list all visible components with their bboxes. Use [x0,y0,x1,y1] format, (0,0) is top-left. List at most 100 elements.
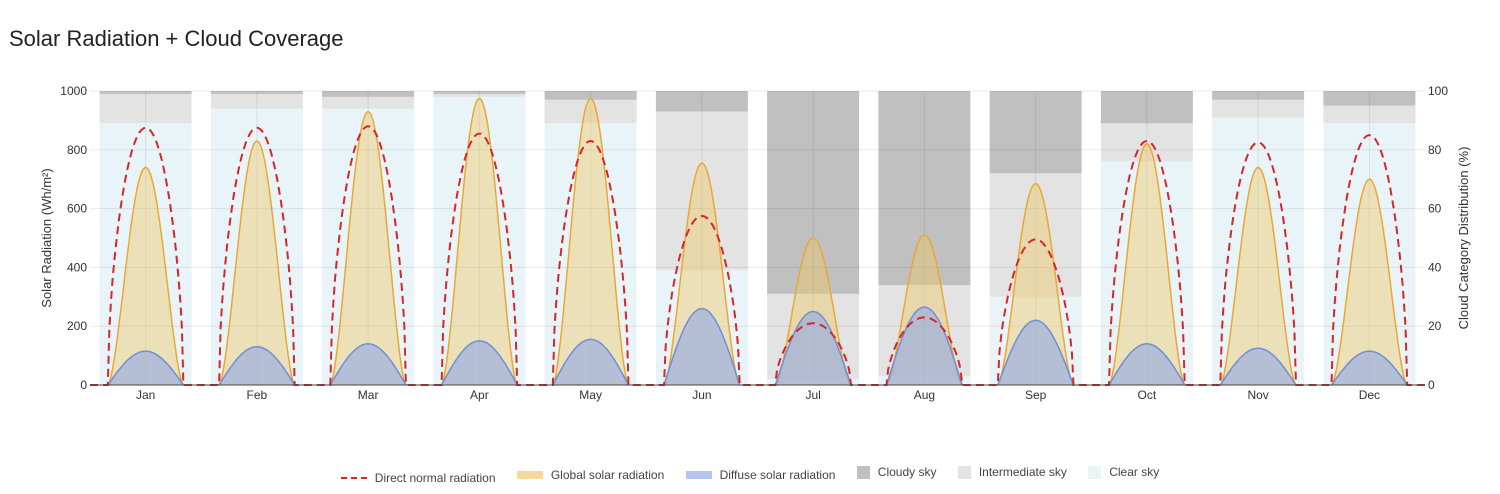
diffuse-radiation-area [552,339,629,385]
diffuse-radiation-line [552,338,630,386]
square-swatch-icon [957,465,971,479]
global-radiation-line [329,110,407,386]
y2-tick-label: 0 [1428,378,1435,392]
global-radiation-area [330,111,406,385]
global-radiation-line [1219,166,1297,386]
cloud-bar-intermediate-sky [1212,99,1305,118]
legend-item-cloudy[interactable]: Cloudy sky [856,465,937,479]
cloud-bar-cloudy-sky [1212,91,1305,100]
y-axis-title: Solar Radiation (Wh/m²) [39,168,54,307]
diffuse-radiation-line [1219,347,1297,386]
square-swatch-icon [1088,465,1102,479]
y-tick-label: 200 [67,319,87,333]
cloud-bar-intermediate-sky [989,173,1082,297]
cloud-bar-cloudy-sky [433,91,526,94]
cloud-bar-intermediate-sky [1100,123,1193,162]
chart-title: Solar Radiation + Cloud Coverage [9,26,344,51]
global-radiation-line [440,97,518,386]
legend-item-direct-normal[interactable]: Direct normal radiation [340,470,496,485]
diffuse-radiation-area [107,351,184,385]
legend: Direct normal radiation Global solar rad… [0,465,1500,485]
global-radiation-area [1220,167,1296,385]
cloud-bar-cloudy-sky [99,91,192,94]
x-tick-label: Aug [914,388,935,402]
y2-tick-label: 60 [1428,202,1442,216]
diffuse-radiation-line [1330,350,1408,386]
global-radiation-area [1331,179,1408,385]
y-tick-label: 800 [67,143,87,157]
cloud-bar-intermediate-sky [322,96,415,109]
x-tick-label: Jul [805,388,820,402]
cloud-bar-intermediate-sky [544,99,637,124]
diffuse-radiation-line [997,319,1075,386]
legend-label: Cloudy sky [877,465,937,479]
global-radiation-line [885,234,963,386]
x-tick-label: Jun [692,388,711,402]
legend-item-clear[interactable]: Clear sky [1088,465,1159,479]
global-radiation-line [218,140,296,386]
area-swatch-icon [516,470,543,479]
x-tick-label: Sep [1025,388,1047,402]
x-tick-label: May [579,388,602,402]
legend-label: Direct normal radiation [374,470,496,485]
global-radiation-line [107,166,185,386]
cloud-bar-cloudy-sky [655,91,748,112]
cloud-bar-cloudy-sky [878,91,971,286]
diffuse-radiation-line [107,350,185,386]
global-radiation-area [997,183,1074,385]
x-tick-label: Oct [1138,388,1157,402]
y2-tick-label: 100 [1428,84,1448,98]
legend-item-intermediate[interactable]: Intermediate sky [957,465,1067,479]
global-radiation-area [107,167,184,385]
diffuse-radiation-area [886,307,963,385]
legend-label: Intermediate sky [978,465,1067,479]
y2-tick-label: 80 [1428,143,1442,157]
global-radiation-area [552,98,629,386]
x-tick-label: Dec [1359,388,1380,402]
diffuse-radiation-line [885,306,963,386]
dashed-line-swatch-icon [340,476,367,479]
diffuse-radiation-line [329,343,407,386]
cloud-bar-intermediate-sky [655,111,748,271]
diffuse-radiation-area [219,346,295,385]
global-radiation-area [1109,143,1185,385]
x-tick-label: Nov [1247,388,1268,402]
cloud-bar-cloudy-sky [210,91,303,94]
diffuse-radiation-area [1109,343,1185,385]
legend-label: Global solar radiation [550,467,665,482]
cloud-bar-intermediate-sky [433,93,526,97]
cloud-bar-cloudy-sky [1323,91,1416,106]
legend-item-global[interactable]: Global solar radiation [516,467,665,482]
x-tick-label: Apr [470,388,489,402]
y-tick-label: 600 [67,202,87,216]
cloud-bar-intermediate-sky [210,93,303,109]
y2-tick-label: 40 [1428,260,1442,274]
diffuse-radiation-area [1331,351,1408,385]
area-swatch-icon [685,470,712,479]
global-radiation-line [663,162,741,386]
diffuse-radiation-area [441,340,518,385]
diffuse-radiation-line [440,340,518,386]
diffuse-radiation-area [664,308,740,385]
cloud-bar-intermediate-sky [1323,105,1416,124]
y-tick-label: 1000 [60,84,87,98]
legend-label: Diffuse solar radiation [719,467,836,482]
cloud-bar-cloudy-sky [544,91,637,100]
global-radiation-area [219,141,295,385]
global-radiation-line [997,182,1075,386]
diffuse-radiation-area [1220,348,1296,385]
cloud-bar-clear-sky [433,96,526,385]
x-tick-label: Jan [136,388,155,402]
diffuse-radiation-line [1108,343,1186,386]
x-tick-label: Mar [358,388,379,402]
y-tick-label: 0 [80,378,87,392]
cloud-bar-cloudy-sky [767,91,860,294]
y2-tick-label: 20 [1428,319,1442,333]
global-radiation-line [774,237,852,386]
legend-label: Clear sky [1109,465,1160,479]
square-swatch-icon [856,465,870,479]
cloud-bar-clear-sky [1212,117,1305,386]
legend-item-diffuse[interactable]: Diffuse solar radiation [685,467,836,482]
y-tick-label: 400 [67,260,87,274]
